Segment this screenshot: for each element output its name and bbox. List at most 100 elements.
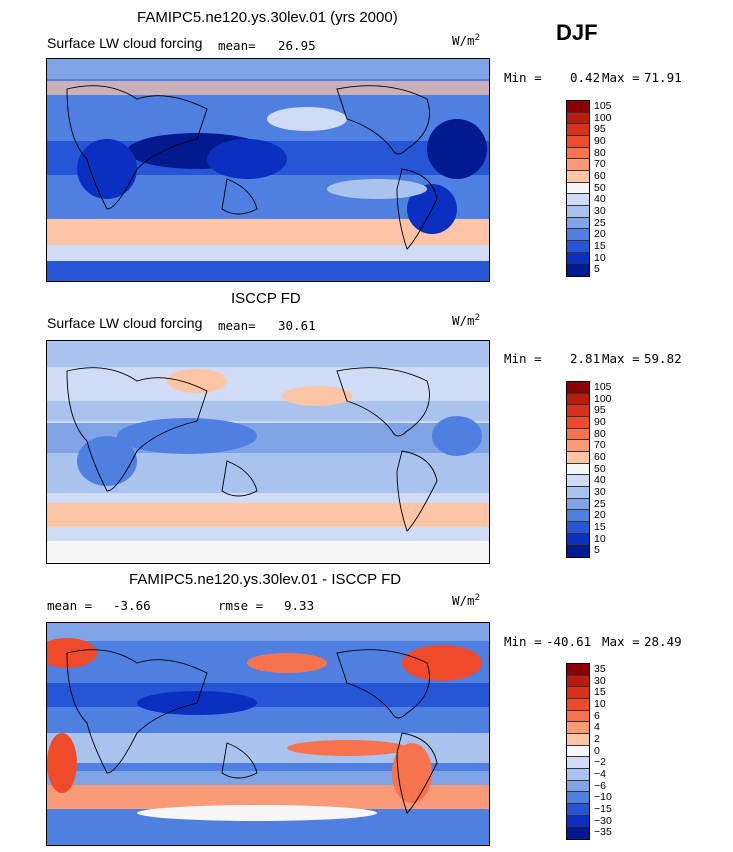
colorbar-swatch [567, 745, 589, 758]
panel1-title: FAMIPC5.ne120.ys.30lev.01 (yrs 2000) [137, 9, 398, 26]
colorbar-swatch [567, 768, 589, 781]
colorbar-tick-label: −6 [594, 779, 606, 792]
colorbar-swatch [567, 264, 589, 276]
colorbar-swatch [567, 382, 589, 394]
panel2-title: ISCCP FD [231, 290, 301, 307]
panel2-min-value: 2.81 [570, 351, 601, 366]
colorbar-tick-label: 60 [594, 451, 606, 463]
colorbar-swatch [567, 498, 589, 511]
colorbar-swatch [567, 521, 589, 534]
colorbar-tick-label: 15 [594, 521, 606, 533]
colorbar-tick-label: 25 [594, 497, 606, 510]
colorbar-swatch [567, 757, 589, 769]
colorbar-tick-label: 40 [594, 193, 606, 206]
panel1-min-value: 0.42 [570, 70, 601, 85]
panel1-mean-label: mean= [218, 38, 256, 53]
panel1-map-field [47, 59, 489, 281]
colorbar-tick-label: −35 [594, 826, 612, 839]
panel2-field-label: Surface LW cloud forcing [47, 315, 203, 331]
colorbar-swatch [567, 780, 589, 793]
colorbar-tick-label: 5 [594, 263, 600, 276]
colorbar-swatch [567, 803, 589, 816]
colorbar-swatch [567, 545, 589, 557]
colorbar-swatch [567, 722, 589, 734]
colorbar-swatch [567, 217, 589, 230]
panel3-rmse-label: rmse = [218, 598, 264, 613]
panel3-map [46, 622, 490, 846]
colorbar-tick-label: 0 [594, 744, 600, 757]
colorbar-swatch [567, 135, 589, 148]
colorbar-swatch [567, 475, 589, 487]
colorbar-tick-label: 30 [594, 674, 606, 687]
colorbar-swatch [567, 101, 589, 113]
colorbar-swatch [567, 240, 589, 253]
colorbar-tick-label: 95 [594, 123, 606, 136]
colorbar-tick-label: 50 [594, 181, 606, 194]
panel2-mean-value: 30.61 [278, 318, 316, 333]
colorbar-swatch [567, 827, 589, 839]
panel1-map [46, 58, 490, 282]
colorbar-swatch [567, 698, 589, 711]
panel1-min-label: Min = [504, 70, 542, 85]
panel3-min-label: Min = [504, 634, 542, 649]
colorbar-tick-label: −4 [594, 768, 606, 780]
colorbar-tick-label: 35 [594, 663, 606, 675]
panel3-map-field [47, 623, 489, 845]
panel2-max-label: Max = [602, 351, 640, 366]
colorbar-tick-label: 80 [594, 427, 606, 440]
colorbar-swatch [567, 147, 589, 160]
panel2-min-label: Min = [504, 351, 542, 366]
colorbar-swatch [567, 533, 589, 546]
colorbar-tick-label: 40 [594, 474, 606, 487]
panel1-units: W/m2 [452, 33, 480, 49]
panel3-rmse-value: 9.33 [284, 598, 315, 613]
colorbar-tick-label: 100 [594, 392, 612, 405]
colorbar-tick-label: 90 [594, 416, 606, 428]
colorbar-tick-label: 2 [594, 733, 600, 745]
panel2-mean-label: mean= [218, 318, 256, 333]
colorbar-swatch [567, 486, 589, 499]
panel1-max-value: 71.91 [644, 70, 682, 85]
colorbar-swatch [567, 428, 589, 441]
panel2-colorbar [566, 381, 590, 558]
colorbar-tick-label: −10 [594, 791, 612, 804]
colorbar-tick-label: 95 [594, 404, 606, 417]
colorbar-tick-label: 15 [594, 686, 606, 699]
colorbar-swatch [567, 252, 589, 265]
colorbar-tick-label: −2 [594, 756, 606, 769]
colorbar-swatch [567, 205, 589, 218]
panel3-title: FAMIPC5.ne120.ys.30lev.01 - ISCCP FD [129, 571, 402, 588]
panel2-map [46, 340, 490, 564]
colorbar-tick-label: 105 [594, 100, 612, 112]
panel1-field-label: Surface LW cloud forcing [47, 35, 203, 51]
colorbar-swatch [567, 675, 589, 688]
colorbar-swatch [567, 229, 589, 241]
colorbar-swatch [567, 112, 589, 125]
colorbar-tick-label: 6 [594, 709, 600, 722]
colorbar-tick-label: 80 [594, 146, 606, 159]
panel3-max-value: 28.49 [644, 634, 682, 649]
panel2-map-field [47, 341, 489, 563]
panel3-mean-value: -3.66 [113, 598, 151, 613]
colorbar-swatch [567, 815, 589, 828]
colorbar-tick-label: 100 [594, 111, 612, 124]
colorbar-tick-label: 25 [594, 216, 606, 229]
colorbar-tick-label: 50 [594, 462, 606, 475]
colorbar-swatch [567, 124, 589, 136]
colorbar-tick-label: −30 [594, 814, 612, 827]
panel1-mean-value: 26.95 [278, 38, 316, 53]
colorbar-swatch [567, 194, 589, 206]
colorbar-swatch [567, 416, 589, 429]
colorbar-tick-label: 90 [594, 135, 606, 147]
panel2-units: W/m2 [452, 313, 480, 329]
panel1-max-label: Max = [602, 70, 640, 85]
colorbar-swatch [567, 510, 589, 522]
colorbar-tick-label: 5 [594, 544, 600, 557]
colorbar-swatch [567, 405, 589, 417]
panel3-max-label: Max = [602, 634, 640, 649]
colorbar-tick-label: 60 [594, 170, 606, 182]
colorbar-tick-label: 70 [594, 158, 606, 171]
season-label: DJF [556, 20, 598, 45]
colorbar-swatch [567, 710, 589, 723]
colorbar-tick-label: 10 [594, 532, 606, 545]
